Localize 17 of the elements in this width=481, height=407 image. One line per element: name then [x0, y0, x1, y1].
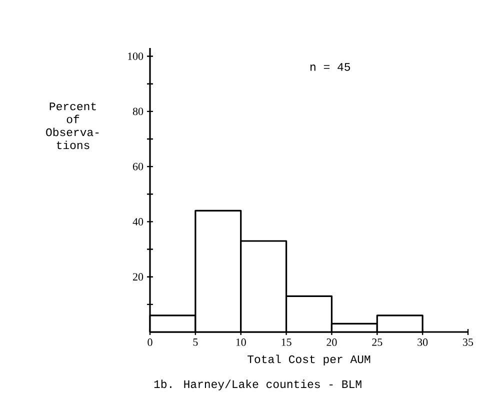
x-tick-label: 30 — [418, 338, 428, 346]
x-tick-label: 15 — [282, 338, 292, 346]
x-tick-label: 10 — [236, 338, 246, 346]
x-tick-label: 0 — [148, 338, 152, 346]
y-tick-label: 80 — [132, 108, 144, 116]
y-tick-label: 100 — [128, 52, 144, 60]
y-tick-label: 20 — [133, 273, 144, 281]
x-tick-label: 25 — [372, 338, 382, 346]
x-tick-label: 35 — [463, 338, 474, 346]
x-axis-title: Total Cost per AUM — [248, 354, 370, 366]
y-tick-label: 60 — [133, 162, 144, 170]
text: 1b. Harney/Lake counties - BLM — [154, 380, 362, 390]
y-axis-title: Percent of Observa- tions — [46, 102, 99, 150]
y-tick-label: 40 — [132, 218, 144, 226]
annotation: n = 45 — [310, 63, 350, 71]
x-tick-label: 5 — [193, 338, 198, 346]
x-tick-label: 20 — [326, 338, 337, 346]
